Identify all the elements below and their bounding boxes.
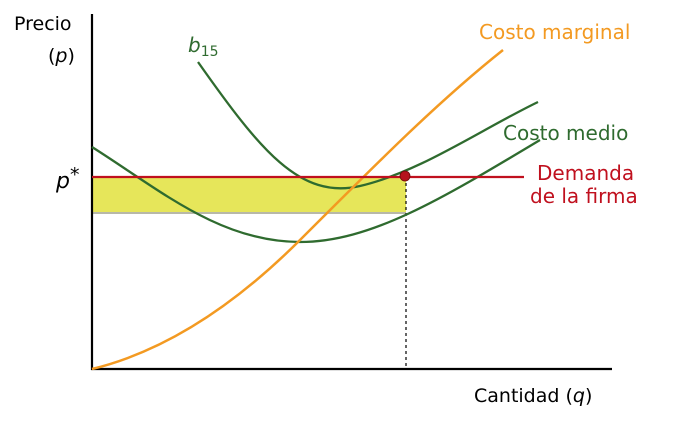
average-cost-label: Costo medio	[503, 121, 628, 145]
b15-cost-curve	[197, 61, 539, 190]
average-cost-curve	[91, 139, 541, 244]
profit-area	[92, 177, 406, 213]
x-axis-label: Cantidad (q)	[474, 385, 592, 407]
equilibrium-point	[399, 170, 411, 182]
p-star-label: p*	[55, 164, 79, 194]
y-axis-label: Precio	[14, 13, 72, 35]
b15-label: b15	[188, 33, 219, 60]
demand-label-line1: Demanda	[537, 161, 634, 185]
demand-label-line2: de la firma	[530, 184, 638, 208]
y-axis-variable: (p)	[48, 45, 75, 67]
marginal-cost-label: Costo marginal	[479, 20, 630, 44]
marginal-cost-curve	[91, 49, 504, 371]
